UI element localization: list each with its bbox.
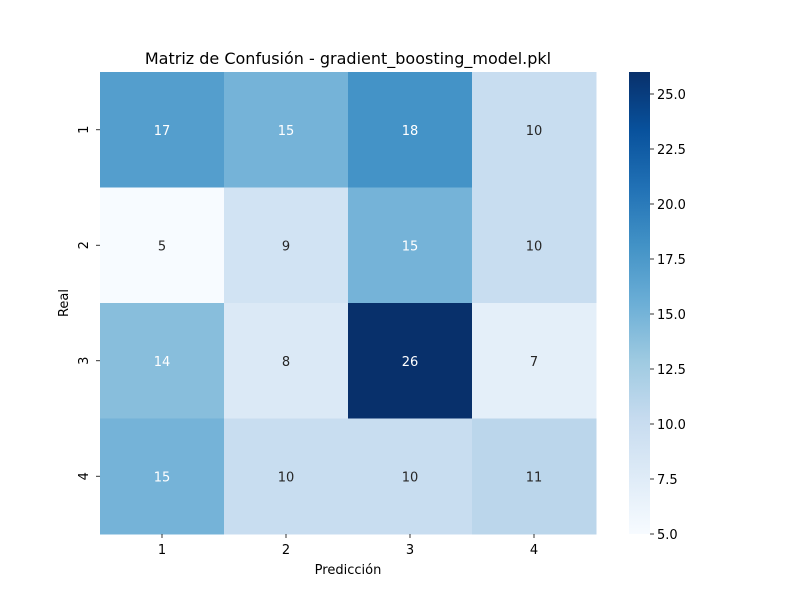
colorbar-tick-label: 15.0 [657,308,686,323]
heatmap-cell [100,72,225,188]
cell-value-label: 14 [154,355,171,370]
colorbar [629,72,650,534]
colorbar-ticks: 5.0 7.5 10.0 12.5 15.0 17.5 20.0 22.5 25.0 [650,88,686,543]
heatmap-cell [348,303,473,419]
heatmap-cell [100,187,225,304]
cell-value-label: 18 [402,124,419,139]
cell-value-label: 10 [526,124,543,139]
cell-value-label: 7 [530,355,538,370]
y-axis-title: Real [57,289,72,317]
colorbar-tick-label: 12.5 [657,363,686,378]
x-tick-label: 1 [158,543,166,558]
heatmap-cell [472,72,597,188]
chart-title: Matriz de Confusión - gradient_boosting_… [145,49,551,69]
heatmap-cell [224,418,349,535]
colorbar-tick-label: 25.0 [657,88,686,103]
y-tick-label: 1 [77,126,92,134]
y-tick-label: 2 [77,241,92,249]
heatmap-cell [348,72,473,188]
cell-value-label: 10 [278,470,295,485]
heatmap-cell [348,187,473,304]
x-axis-ticks: 1 2 3 4 [158,534,538,558]
cell-value-label: 10 [526,239,543,254]
heatmap-cell [472,303,597,419]
cell-value-label: 9 [282,239,290,254]
colorbar-tick-label: 20.0 [657,198,686,213]
cell-value-label: 17 [154,124,171,139]
x-tick-label: 4 [530,543,538,558]
heatmap-cell [100,303,225,419]
cell-value-label: 5 [158,239,166,254]
heatmap-cells: 17 15 18 10 5 9 15 10 14 8 26 7 15 10 10 11 [100,72,597,535]
colorbar-tick-label: 10.0 [657,418,686,433]
x-tick-label: 3 [406,543,414,558]
cell-value-label: 26 [402,355,419,370]
y-tick-label: 4 [77,472,92,480]
x-axis-title: Predicción [315,563,382,578]
heatmap-cell [100,418,225,535]
colorbar-tick-label: 7.5 [657,473,678,488]
x-tick-label: 2 [282,543,290,558]
colorbar-tick-label: 5.0 [657,528,678,543]
heatmap-cell [472,418,597,535]
cell-value-label: 15 [154,470,171,485]
cell-value-label: 15 [402,239,419,254]
heatmap-cell [224,303,349,419]
cell-value-label: 8 [282,355,290,370]
heatmap-cell [348,418,473,535]
colorbar-tick-label: 22.5 [657,143,686,158]
cell-value-label: 10 [402,470,419,485]
heatmap-cell [224,72,349,188]
y-tick-label: 3 [77,357,92,365]
cell-value-label: 15 [278,124,295,139]
heatmap-cell [472,187,597,304]
heatmap-cell [224,187,349,304]
y-axis-ticks: 1 2 3 4 [77,126,100,480]
colorbar-tick-label: 17.5 [657,253,686,268]
cell-value-label: 11 [526,470,543,485]
